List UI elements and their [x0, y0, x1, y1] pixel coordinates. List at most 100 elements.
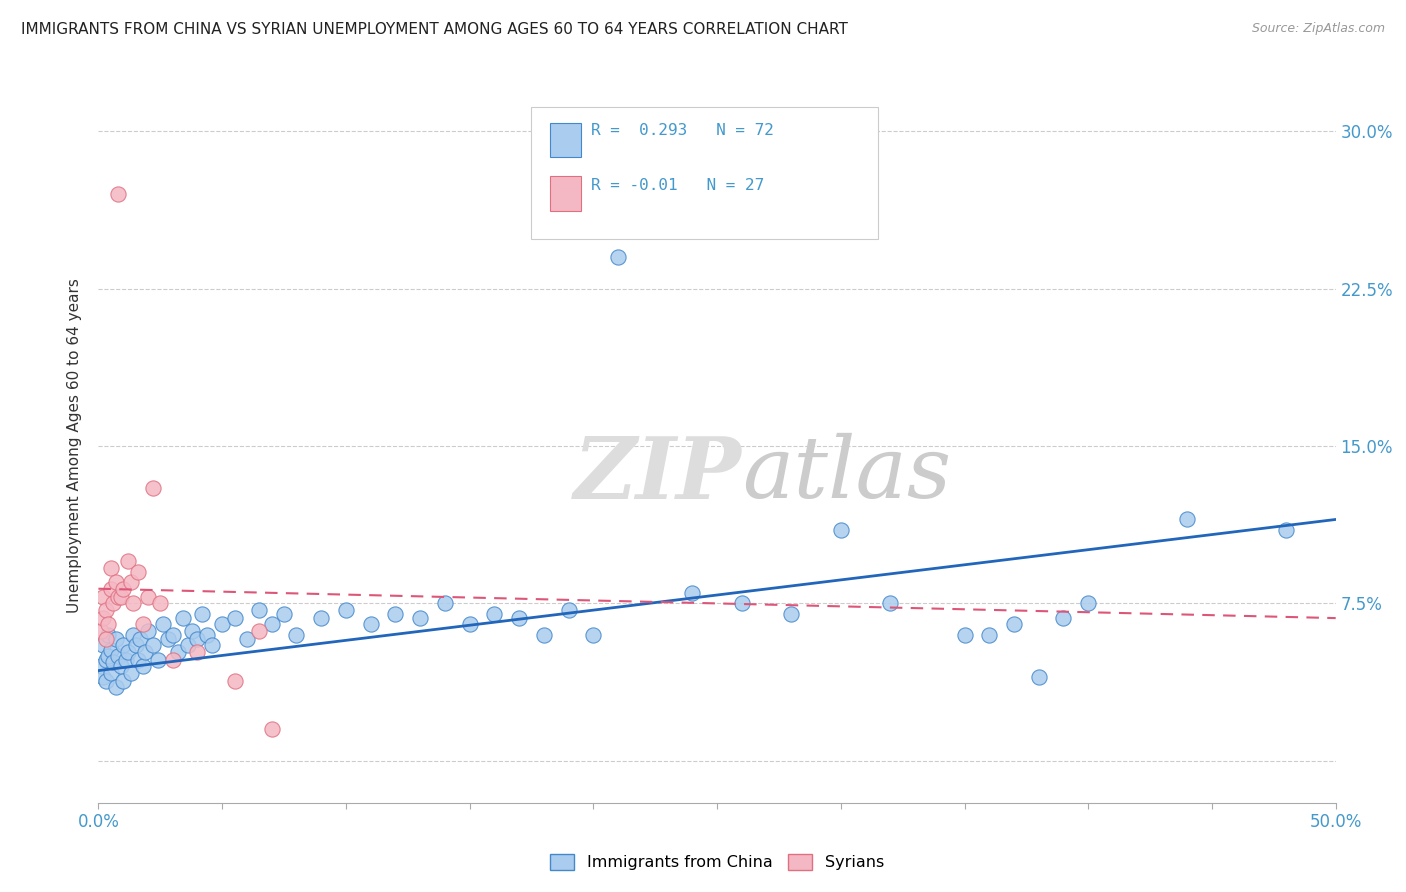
- Point: [104, 632, 127, 646]
- Point: [107, 648, 129, 663]
- Point: [103, 596, 125, 610]
- Point: [94, 603, 117, 617]
- Point: [104, 681, 127, 695]
- Text: ZIP: ZIP: [574, 433, 742, 516]
- Point: [309, 611, 332, 625]
- Point: [176, 639, 198, 653]
- Point: [149, 596, 172, 610]
- Point: [90, 659, 112, 673]
- Point: [142, 481, 165, 495]
- FancyBboxPatch shape: [550, 123, 581, 157]
- Point: [97, 617, 120, 632]
- Point: [273, 607, 295, 621]
- Point: [100, 560, 122, 574]
- Point: [112, 639, 135, 653]
- Point: [97, 648, 120, 663]
- Y-axis label: Unemployment Among Ages 60 to 64 years: Unemployment Among Ages 60 to 64 years: [67, 278, 83, 614]
- Point: [1175, 512, 1198, 526]
- Text: atlas: atlas: [742, 434, 950, 516]
- Point: [409, 611, 432, 625]
- Point: [100, 582, 122, 596]
- Point: [117, 645, 139, 659]
- Point: [172, 611, 194, 625]
- Point: [97, 628, 120, 642]
- Point: [117, 554, 139, 568]
- Text: IMMIGRANTS FROM CHINA VS SYRIAN UNEMPLOYMENT AMONG AGES 60 TO 64 YEARS CORRELATI: IMMIGRANTS FROM CHINA VS SYRIAN UNEMPLOY…: [21, 22, 848, 37]
- Point: [124, 639, 146, 653]
- Point: [731, 596, 754, 610]
- Point: [94, 632, 117, 646]
- Point: [132, 659, 155, 673]
- Point: [1002, 617, 1025, 632]
- Point: [110, 659, 132, 673]
- Point: [360, 617, 382, 632]
- Point: [285, 628, 308, 642]
- Point: [90, 624, 112, 638]
- Text: R =  0.293   N = 72: R = 0.293 N = 72: [591, 123, 773, 138]
- Point: [134, 645, 156, 659]
- Point: [681, 586, 703, 600]
- Point: [142, 639, 165, 653]
- Point: [201, 639, 224, 653]
- Point: [830, 523, 852, 537]
- Point: [224, 611, 246, 625]
- Point: [236, 632, 259, 646]
- Point: [335, 603, 357, 617]
- Point: [247, 624, 270, 638]
- Point: [780, 607, 803, 621]
- Point: [211, 617, 233, 632]
- Point: [104, 575, 127, 590]
- Point: [195, 628, 218, 642]
- Point: [100, 665, 122, 680]
- Point: [127, 565, 149, 579]
- Point: [93, 639, 115, 653]
- Point: [136, 590, 159, 604]
- Point: [191, 607, 214, 621]
- Point: [122, 628, 145, 642]
- Point: [127, 653, 149, 667]
- Point: [107, 590, 129, 604]
- Point: [122, 596, 145, 610]
- Point: [107, 187, 129, 202]
- Point: [607, 250, 630, 264]
- Point: [152, 617, 174, 632]
- Point: [953, 628, 976, 642]
- Point: [94, 674, 117, 689]
- Text: Source: ZipAtlas.com: Source: ZipAtlas.com: [1251, 22, 1385, 36]
- Legend: Immigrants from China, Syrians: Immigrants from China, Syrians: [544, 847, 890, 877]
- Point: [103, 655, 125, 669]
- Point: [1052, 611, 1074, 625]
- FancyBboxPatch shape: [550, 177, 581, 211]
- Point: [384, 607, 406, 621]
- Point: [1275, 523, 1298, 537]
- Point: [136, 624, 159, 638]
- Point: [582, 628, 605, 642]
- Point: [93, 590, 115, 604]
- Point: [162, 628, 184, 642]
- Point: [979, 628, 1001, 642]
- Point: [129, 632, 152, 646]
- Point: [120, 575, 142, 590]
- Point: [112, 582, 135, 596]
- Point: [93, 611, 115, 625]
- Point: [1077, 596, 1099, 610]
- Point: [114, 653, 136, 667]
- Text: R = -0.01   N = 27: R = -0.01 N = 27: [591, 178, 763, 194]
- Point: [146, 653, 169, 667]
- FancyBboxPatch shape: [531, 107, 877, 239]
- Point: [156, 632, 179, 646]
- Point: [112, 674, 135, 689]
- Point: [186, 632, 208, 646]
- Point: [260, 723, 283, 737]
- Point: [110, 590, 132, 604]
- Point: [260, 617, 283, 632]
- Point: [94, 653, 117, 667]
- Point: [484, 607, 506, 621]
- Point: [557, 603, 579, 617]
- Point: [508, 611, 530, 625]
- Point: [458, 617, 481, 632]
- Point: [247, 603, 270, 617]
- Point: [181, 624, 204, 638]
- Point: [162, 653, 184, 667]
- Point: [166, 645, 188, 659]
